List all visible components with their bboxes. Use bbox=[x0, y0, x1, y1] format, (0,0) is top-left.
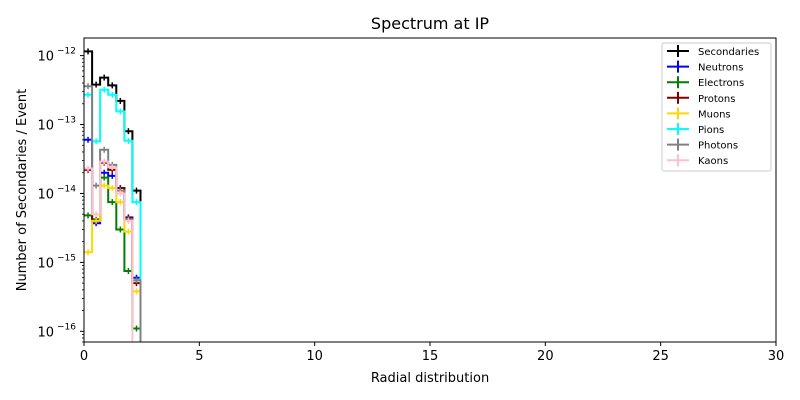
y-tick-exponent: −12 bbox=[57, 47, 76, 57]
series-kaons bbox=[84, 158, 134, 342]
plot-frame bbox=[83, 37, 777, 343]
y-tick-label: 10 bbox=[37, 325, 54, 340]
chart-title: Spectrum at IP bbox=[371, 14, 490, 33]
legend-item: Photons bbox=[667, 138, 738, 152]
y-tick-exponent: −14 bbox=[57, 184, 76, 194]
y-tick-exponent: −15 bbox=[57, 253, 76, 263]
x-tick-label: 25 bbox=[652, 349, 669, 364]
legend-frame bbox=[661, 42, 772, 172]
legend-label: Neutrons bbox=[698, 63, 743, 74]
x-tick-label: 5 bbox=[195, 349, 203, 364]
x-tick-label: 30 bbox=[768, 349, 785, 364]
x-tick-label: 15 bbox=[422, 349, 439, 364]
legend-label: Kaons bbox=[698, 156, 728, 167]
y-tick-exponent: −16 bbox=[57, 322, 76, 332]
x-axis: 0 5 10 15 20 25 30 bbox=[80, 342, 784, 364]
series-line bbox=[84, 160, 134, 342]
y-axis-label: Number of Secondaries / Event bbox=[15, 89, 30, 291]
x-tick-label: 10 bbox=[306, 349, 323, 364]
legend-item: Kaons bbox=[667, 154, 728, 167]
legend-item: Pions bbox=[667, 123, 724, 136]
legend-item: Protons bbox=[667, 91, 735, 105]
y-tick-label: 10 bbox=[37, 256, 54, 271]
plot-series bbox=[84, 48, 142, 342]
legend-label: Muons bbox=[698, 109, 731, 120]
series-pions bbox=[84, 86, 142, 342]
legend-item: Muons bbox=[667, 107, 731, 120]
x-tick-label: 20 bbox=[537, 349, 554, 364]
y-tick-label: 10 bbox=[37, 119, 54, 134]
series-line bbox=[84, 88, 142, 342]
legend-label: Photons bbox=[698, 141, 738, 152]
y-tick-exponent: −13 bbox=[57, 116, 76, 126]
y-tick-label: 10 bbox=[37, 187, 54, 202]
legend-label: Protons bbox=[698, 94, 735, 105]
y-tick-label: 10 bbox=[37, 50, 54, 65]
legend-item: Secondaries bbox=[667, 45, 759, 58]
x-tick-label: 0 bbox=[80, 349, 88, 364]
legend-label: Secondaries bbox=[698, 47, 759, 58]
legend-item: Electrons bbox=[667, 76, 744, 89]
legend-item: Neutrons bbox=[667, 60, 743, 74]
x-axis-label: Radial distribution bbox=[371, 371, 489, 386]
legend-label: Electrons bbox=[698, 78, 744, 89]
legend: Secondaries Neutrons Electrons Protons Muons… bbox=[661, 42, 772, 172]
legend-label: Pions bbox=[698, 125, 724, 136]
